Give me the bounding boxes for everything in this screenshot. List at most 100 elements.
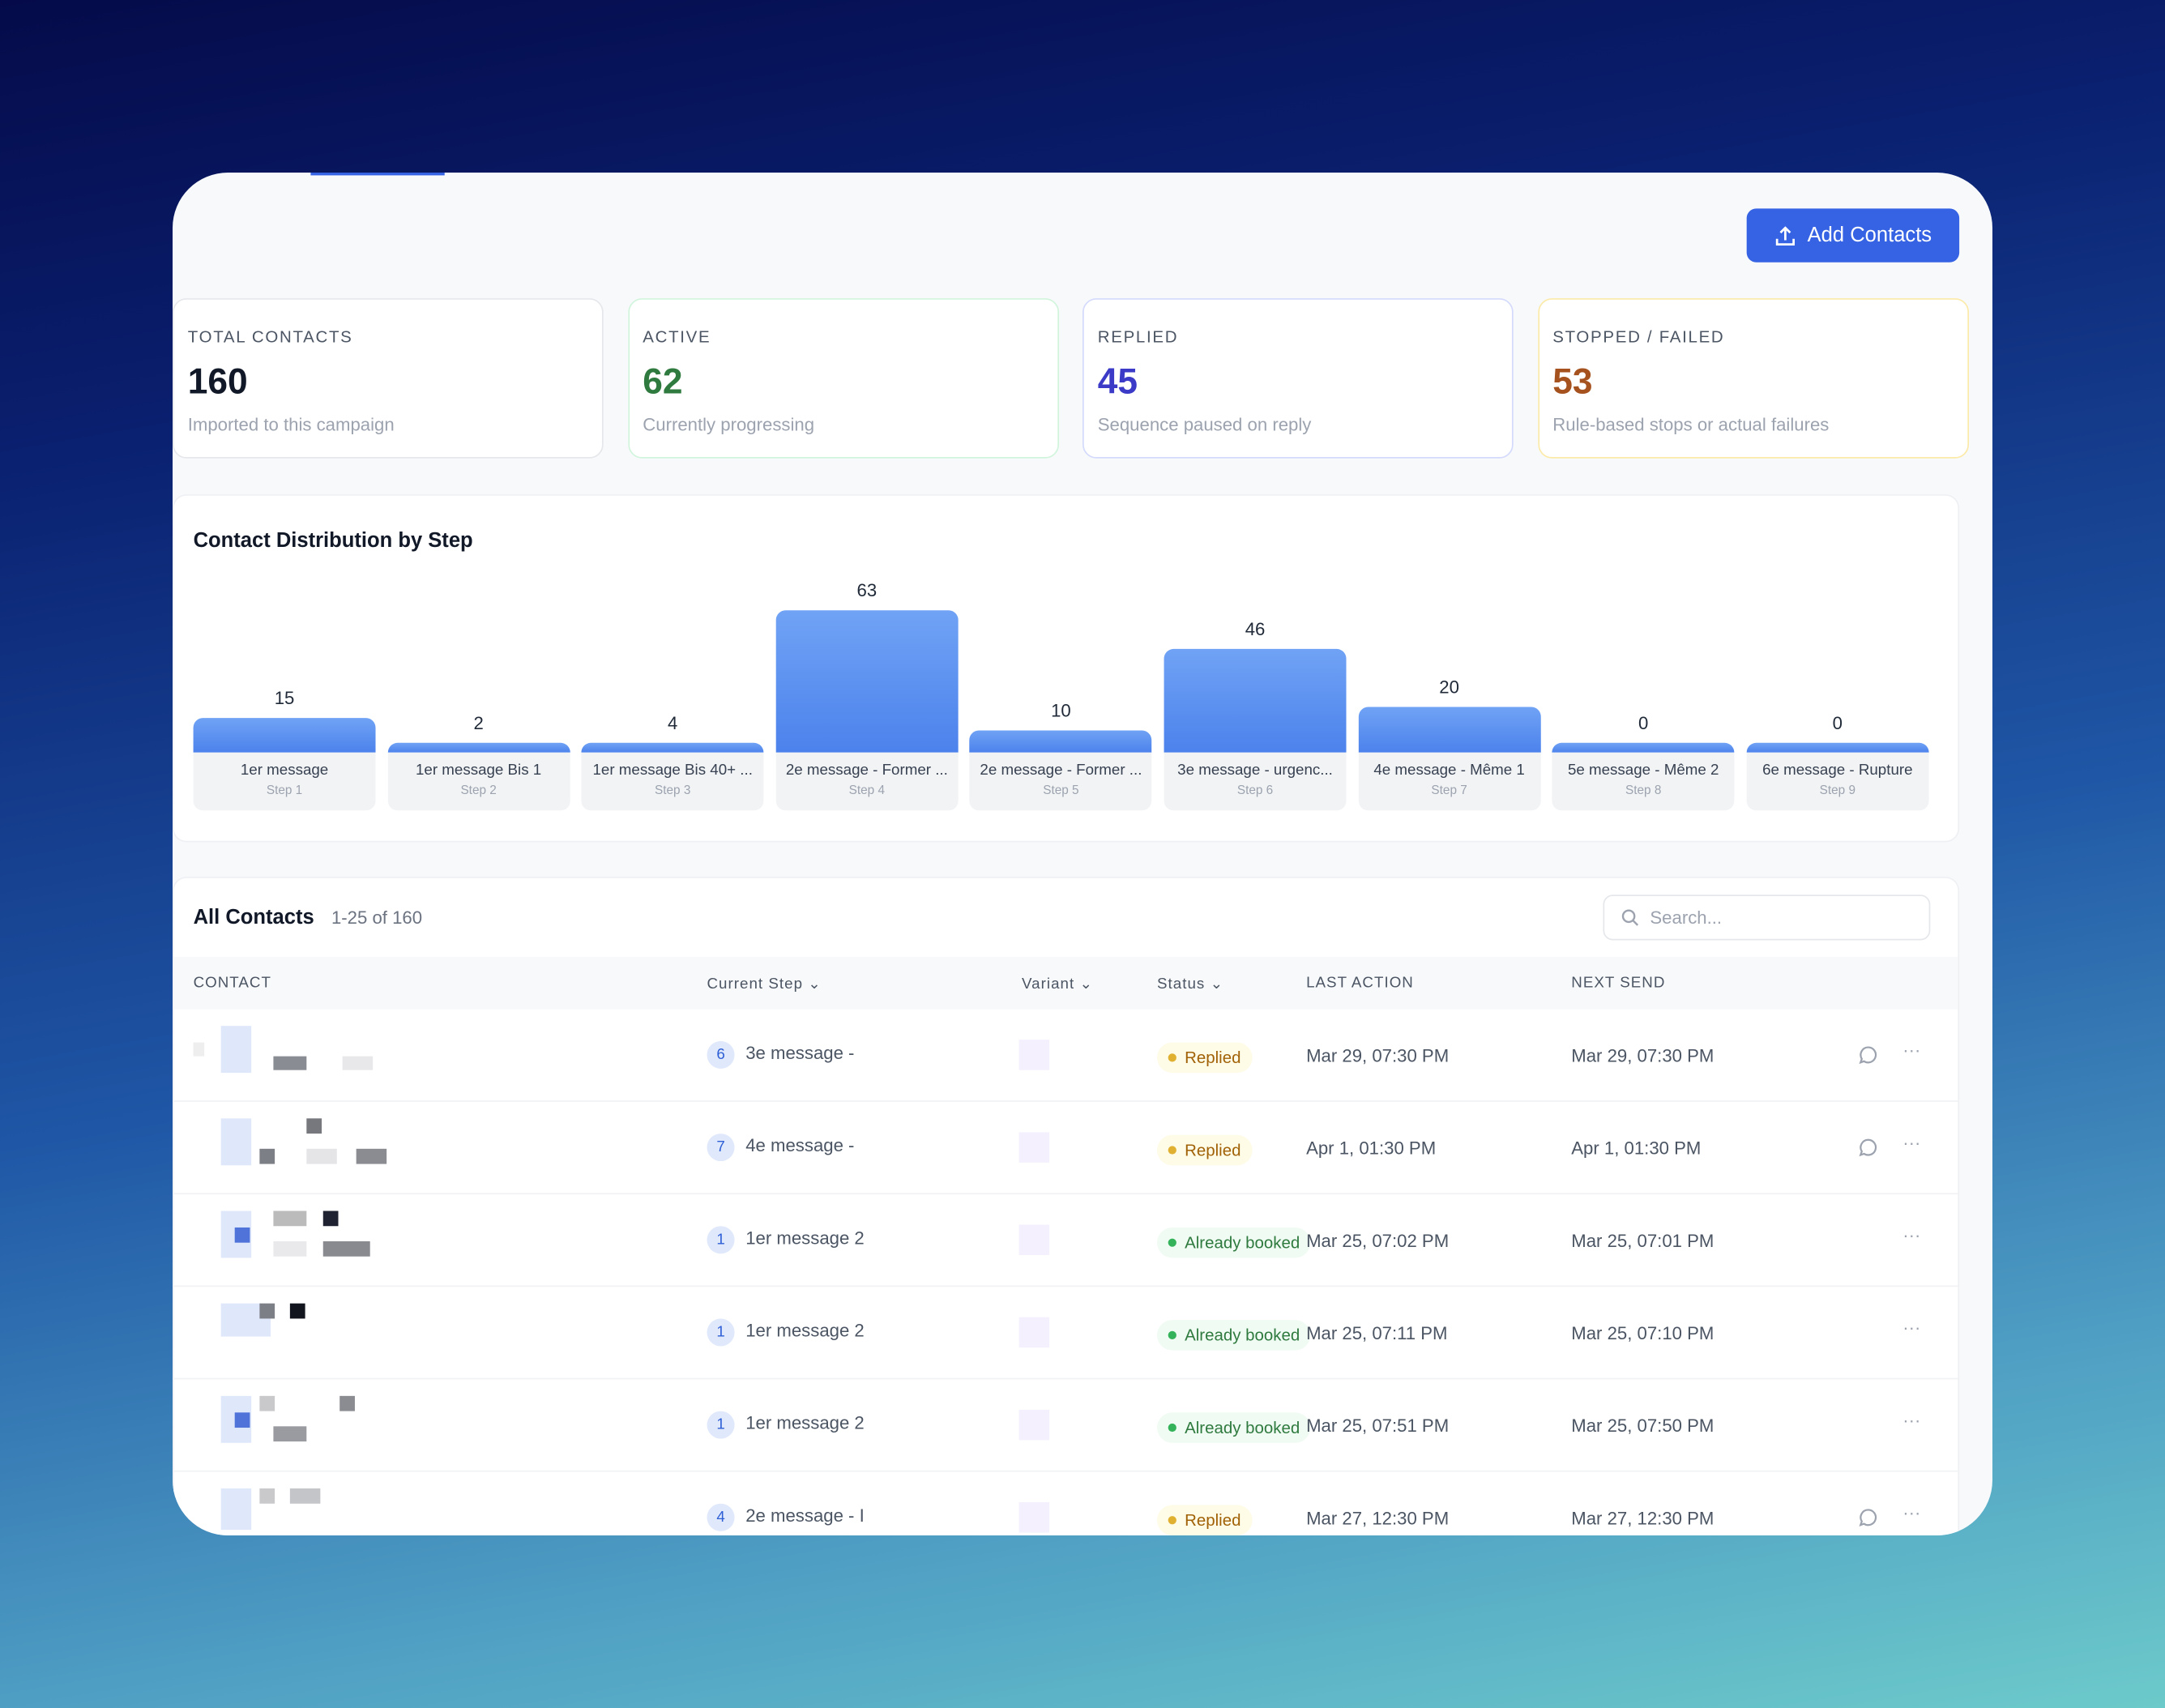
redacted-contact[interactable] [193, 1026, 415, 1084]
bar[interactable] [387, 742, 570, 753]
step-name: 4e message - [745, 1134, 855, 1156]
bar-category: 1er message Bis 1 Step 2 [387, 752, 570, 811]
more-options-icon[interactable]: ··· [1902, 1409, 1921, 1431]
table-header: CONTACT Current Step ⌄ Variant ⌄ Status … [173, 956, 1958, 1010]
message-bubble-icon[interactable] [1859, 1508, 1878, 1531]
message-bubble-icon[interactable] [1859, 1045, 1878, 1069]
stat-card: ACTIVE 62 Currently progressing [627, 298, 1059, 459]
contacts-table: All Contacts 1-25 of 160 Search... CONTA… [173, 877, 1960, 1535]
more-options-icon[interactable]: ··· [1902, 1224, 1921, 1246]
bar[interactable] [1164, 648, 1347, 753]
step-number: Step 1 [266, 783, 303, 797]
bar-category: 1er message Step 1 [193, 752, 376, 811]
step-number-badge: 6 [707, 1040, 735, 1069]
stat-label: STOPPED / FAILED [1552, 327, 1725, 347]
bar-category: 6e message - Rupture Step 9 [1746, 752, 1929, 811]
table-row[interactable]: 1 1er message 2 Already booked Mar 25, 07… [173, 1287, 1958, 1380]
more-options-icon[interactable]: ··· [1902, 1317, 1921, 1339]
bar[interactable] [193, 718, 376, 753]
bar[interactable] [1358, 707, 1541, 753]
col-status[interactable]: Status ⌄ [1157, 976, 1224, 993]
step-name: 6e message - Rupture [1762, 762, 1913, 779]
step-number: Step 7 [1431, 783, 1467, 797]
col-contact: CONTACT [193, 975, 271, 992]
step-number: Step 9 [1819, 783, 1855, 797]
status-badge: Already booked [1157, 1412, 1311, 1443]
bar[interactable] [775, 609, 959, 753]
step-name: 2e message - Former ... [785, 762, 948, 779]
redacted-contact[interactable] [194, 1118, 415, 1176]
step-number: Step 6 [1236, 783, 1274, 797]
table-row[interactable]: 6 3e message - Replied Mar 29, 07:30 PM M… [173, 1010, 1958, 1102]
table-title: All Contacts [193, 905, 314, 929]
table-row[interactable]: 7 4e message - Replied Apr 1, 01:30 PM Ap… [173, 1102, 1958, 1195]
bar-category: 3e message - urgenc... Step 6 [1164, 752, 1347, 811]
current-step: 4 2e message - I [707, 1503, 865, 1531]
redacted-contact[interactable] [194, 1395, 415, 1454]
bar-category: 5e message - Même 2 Step 8 [1552, 752, 1735, 811]
step-number: Step 3 [655, 783, 691, 797]
step-name: 4e message - Même 1 [1373, 762, 1525, 779]
step-name: 1er message 2 [745, 1227, 865, 1249]
stat-value: 160 [187, 360, 248, 402]
bar-value-label: 20 [1439, 677, 1459, 698]
bar[interactable] [1746, 742, 1929, 753]
last-action: Mar 25, 07:11 PM [1306, 1322, 1448, 1344]
redacted-contact[interactable] [194, 1211, 415, 1269]
more-options-icon[interactable]: ··· [1902, 1040, 1921, 1061]
col-last-action: LAST ACTION [1306, 975, 1414, 992]
redacted-variant [1018, 1040, 1050, 1070]
add-contacts-label: Add Contacts [1807, 224, 1932, 248]
step-number: Step 4 [848, 783, 886, 797]
status-badge: Already booked [1157, 1320, 1311, 1351]
bar[interactable] [969, 729, 1152, 753]
bar[interactable] [581, 742, 764, 753]
bar-value-label: 0 [1832, 712, 1843, 733]
col-current-step[interactable]: Current Step ⌄ [707, 976, 822, 993]
bar-value-label: 15 [274, 688, 295, 709]
stat-card: REPLIED 45 Sequence paused on reply [1082, 298, 1514, 459]
redacted-contact[interactable] [194, 1303, 415, 1362]
status-badge: Replied [1157, 1042, 1253, 1074]
col-variant[interactable]: Variant ⌄ [1022, 976, 1094, 993]
bar-value-label: 46 [1245, 617, 1266, 639]
table-row[interactable]: 1 1er message 2 Already booked Mar 25, 07… [173, 1379, 1958, 1472]
current-step: 1 1er message 2 [707, 1411, 865, 1439]
last-action: Apr 1, 01:30 PM [1306, 1138, 1437, 1159]
more-options-icon[interactable]: ··· [1902, 1132, 1921, 1153]
status-badge: Already booked [1157, 1227, 1311, 1258]
bar-category: 2e message - Former ... Step 5 [969, 752, 1152, 811]
table-row[interactable]: 1 1er message 2 Already booked Mar 25, 07… [173, 1194, 1958, 1287]
stat-label: REPLIED [1097, 327, 1179, 347]
stat-subtitle: Rule-based stops or actual failures [1552, 414, 1830, 435]
step-number-badge: 1 [707, 1411, 735, 1439]
bar[interactable] [1552, 742, 1735, 753]
table-row[interactable]: 4 2e message - I Replied Mar 27, 12:30 PM… [174, 1472, 1958, 1535]
step-name: 1er message 2 [745, 1320, 865, 1341]
chevron-down-icon: ⌄ [808, 976, 822, 993]
stat-value: 53 [1552, 360, 1593, 402]
step-name: 1er message 2 [745, 1412, 865, 1433]
step-name: 1er message Bis 40+ ... [592, 762, 753, 779]
table-count: 1-25 of 160 [331, 907, 423, 929]
more-options-icon[interactable]: ··· [1902, 1502, 1921, 1523]
bar-category: 4e message - Même 1 Step 7 [1358, 752, 1541, 811]
col-next-send: NEXT SEND [1571, 975, 1666, 992]
step-name: 1er message [240, 762, 329, 779]
last-action: Mar 27, 12:30 PM [1306, 1507, 1450, 1529]
search-icon [1621, 909, 1639, 926]
bar-category: 2e message - Former ... Step 4 [775, 752, 959, 811]
step-number: Step 5 [1043, 783, 1079, 797]
add-contacts-button[interactable]: Add Contacts [1746, 208, 1960, 263]
step-number-badge: 4 [707, 1503, 735, 1531]
message-bubble-icon[interactable] [1859, 1138, 1878, 1161]
next-send: Mar 25, 07:50 PM [1571, 1415, 1714, 1437]
redacted-contact[interactable] [194, 1488, 415, 1535]
bar-value-label: 10 [1051, 699, 1071, 720]
search-input[interactable]: Search... [1603, 895, 1931, 941]
step-name: 2e message - Former ... [980, 762, 1142, 779]
stat-subtitle: Imported to this campaign [187, 414, 395, 435]
stat-label: TOTAL CONTACTS [187, 327, 353, 347]
redacted-variant [1018, 1502, 1050, 1533]
bar-value-label: 0 [1638, 712, 1649, 733]
